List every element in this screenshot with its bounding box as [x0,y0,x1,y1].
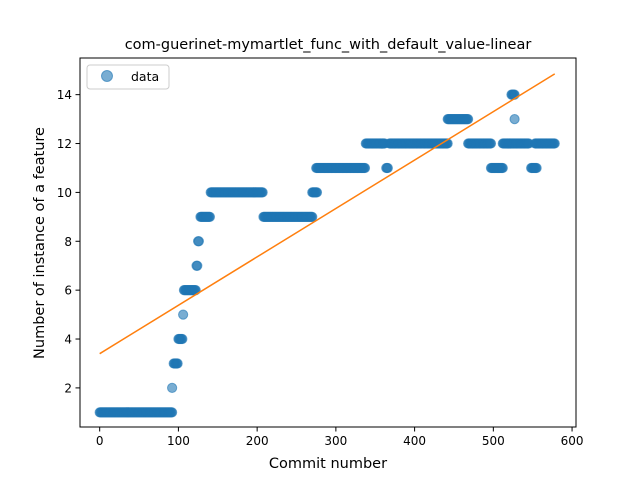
data-point [359,162,371,174]
y-tick-label: 12 [57,137,72,151]
data-point [177,333,188,345]
data-point [509,113,520,125]
data-point [497,162,508,174]
x-tick-label: 100 [167,434,190,448]
x-tick-label: 600 [561,434,584,448]
plot-area [94,73,560,418]
y-tick-label: 6 [64,284,72,298]
chart-title: com-guerinet-mymartlet_func_with_default… [125,37,532,53]
y-tick-label: 10 [57,186,72,200]
data-point [257,187,268,198]
data-point [193,236,204,247]
data-point [204,211,216,222]
y-axis-label: Number of instance of a feature [32,127,48,359]
legend: data [86,64,170,90]
data-point [178,309,189,320]
y-tick-label: 4 [64,333,72,347]
data-point [463,113,474,125]
data-point [192,260,203,271]
fit-line [99,73,556,355]
x-axis-ticks: 0 100 200 300 400 500 600 [96,427,584,448]
data-points [94,89,560,418]
x-axis-label: Commit number [269,456,387,472]
x-tick-label: 200 [246,434,269,448]
x-tick-label: 500 [482,434,505,448]
x-tick-label: 400 [403,434,426,448]
data-point [549,138,560,149]
x-tick-label: 300 [324,434,347,448]
fit-line-layer [99,73,556,355]
data-point [167,407,178,418]
y-tick-label: 8 [64,235,72,249]
data-point [311,187,323,198]
data-point [167,382,178,394]
y-tick-label: 14 [57,88,72,102]
legend-label-data: data [131,69,159,84]
y-axis-ticks: 2 4 6 8 10 12 14 [57,88,80,395]
y-tick-label: 2 [64,381,72,395]
data-point [531,162,542,174]
data-point [307,211,318,222]
axes-frame [79,57,577,428]
legend-marker [101,70,113,82]
x-tick-label: 0 [96,434,104,448]
data-point [172,358,183,369]
data-point [382,162,393,174]
data-point [485,138,497,149]
